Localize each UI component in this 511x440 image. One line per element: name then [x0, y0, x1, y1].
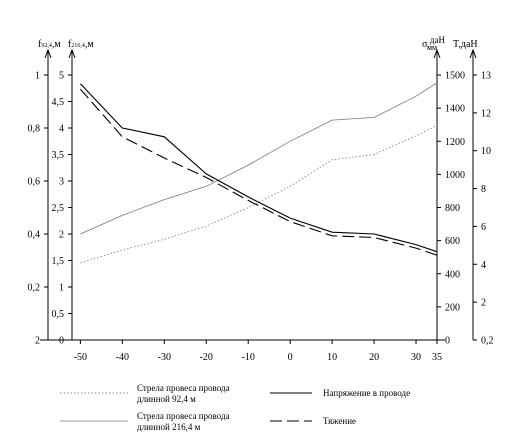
x-tick-label: -40: [116, 352, 129, 363]
sigma-tick-label: 600: [445, 236, 460, 247]
f216-axis-arrow: [68, 48, 76, 59]
sigma-tick-label: 200: [445, 302, 460, 313]
series-line-1: [80, 124, 438, 264]
f216-tick-label: 1: [59, 283, 64, 294]
f216-tick-label: 0: [59, 336, 64, 347]
f216-tick-label: 1,5: [52, 256, 65, 267]
legend-label-2: Стрела провеса провода: [137, 411, 230, 421]
sigma-tick-label: 400: [445, 269, 460, 280]
x-tick-label: -20: [200, 352, 213, 363]
x-tick-label: 0: [288, 352, 293, 363]
f92-axis-arrow: [44, 48, 52, 59]
T-tick-label: 6: [481, 222, 486, 233]
f92-tick-label: 1: [35, 71, 40, 82]
sigma-tick-label: 1000: [445, 170, 465, 181]
x-tick-label: 30: [411, 352, 421, 363]
f216-tick-label: 0,5: [52, 309, 65, 320]
T-axis-arrow: [469, 48, 477, 59]
f92-tick-label: 0,4: [28, 230, 41, 241]
legend-label-1: Стрела провеса провода: [137, 383, 230, 393]
f216-tick-label: 5: [59, 71, 64, 82]
sigma-tick-label: 1500: [445, 71, 465, 82]
x-tick-label: 35: [432, 352, 442, 363]
x-tick-label: -30: [158, 352, 171, 363]
sigma-tick-label: 1400: [445, 104, 465, 115]
f216-tick-label: 3: [59, 177, 64, 188]
T-tick-label: 2: [481, 298, 486, 309]
f92-tick-label: 0,2: [28, 283, 41, 294]
f92-tick-label: 2: [35, 336, 40, 347]
legend-label-3: Напряжение в проводе: [323, 388, 410, 398]
series-line-4: [79, 88, 438, 256]
series-line-2: [80, 82, 438, 235]
sigma-tick-label: 0: [445, 336, 450, 347]
f216-tick-label: 3,5: [52, 150, 65, 161]
legend-label-1-line2: длинной 92,4 м: [137, 394, 196, 404]
legend-label-4: Тяжение: [323, 416, 356, 426]
x-tick-label: 10: [327, 352, 337, 363]
T-tick-label: 0,2: [481, 336, 494, 347]
axes-layer: 20,20,40,60,8100,511,522,533,544,5502004…: [28, 35, 494, 363]
f216-tick-label: 4,5: [52, 97, 65, 108]
x-tick-label: -10: [242, 352, 255, 363]
sigma-axis-arrow: [433, 48, 441, 59]
T-tick-label: 10: [481, 146, 491, 157]
x-tick-label: 20: [369, 352, 379, 363]
T-tick-label: 8: [481, 184, 486, 195]
sigma-axis-title: σ,даН мм: [422, 35, 445, 52]
legend-label-2-line2: длинной 216,4 м: [137, 422, 201, 432]
series-line-3: [80, 83, 438, 253]
f216-tick-label: 4: [59, 124, 64, 135]
f216-tick-label: 2,5: [52, 203, 65, 214]
f92-axis-title: f92,4,м: [38, 39, 61, 50]
f216-tick-label: 2: [59, 230, 64, 241]
f216-axis-title: f216,4,м: [68, 39, 94, 50]
sigma-tick-label: 1200: [445, 137, 465, 148]
T-tick-label: 4: [481, 260, 486, 271]
sigma-tick-label: 800: [445, 203, 460, 214]
f92-tick-label: 0,6: [28, 177, 41, 188]
f92-tick-label: 0,8: [28, 124, 41, 135]
T-tick-label: 13: [481, 71, 491, 82]
x-tick-label: -50: [74, 352, 87, 363]
T-axis-title: T,даН: [453, 39, 478, 50]
T-tick-label: 12: [481, 108, 491, 119]
series-layer: [79, 82, 438, 264]
